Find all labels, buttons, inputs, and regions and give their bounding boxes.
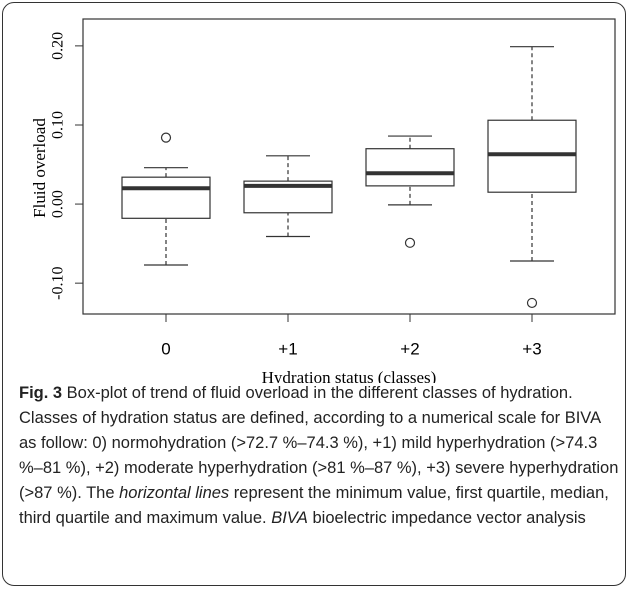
x-tick-label: +3 [522, 339, 541, 358]
y-tick-label: -0.10 [50, 266, 67, 299]
caption-italic: BIVA [271, 509, 308, 527]
plot-frame [82, 18, 616, 315]
y-tick-label: 0.10 [50, 111, 67, 139]
y-tick-label: 0.00 [50, 190, 67, 218]
y-tick-label: 0.20 [50, 32, 67, 60]
outlier [526, 297, 538, 309]
fig-label: Fig. 3 [19, 384, 63, 402]
x-tick-label: 0 [161, 339, 170, 358]
caption-italic: horizontal lines [119, 484, 230, 502]
chart: Fluid overload Hydration status (classes… [30, 18, 616, 383]
caption-text: Box-plot of trend of fluid overload in t… [19, 384, 619, 502]
y-axis-title: Fluid overload [30, 118, 49, 218]
box [365, 148, 455, 187]
x-tick-label: +1 [278, 339, 297, 358]
x-axis-title: Hydration status (classes) [262, 368, 437, 383]
caption-text: bioelectric impedance vector analysis [307, 509, 586, 527]
caption: Fig. 3 Box-plot of trend of fluid overlo… [19, 381, 619, 531]
outlier [404, 237, 416, 248]
caption-text: represent the minimum value, first quart… [19, 484, 609, 527]
outlier [160, 132, 172, 143]
box [121, 176, 211, 219]
x-tick-label: +2 [400, 339, 419, 358]
